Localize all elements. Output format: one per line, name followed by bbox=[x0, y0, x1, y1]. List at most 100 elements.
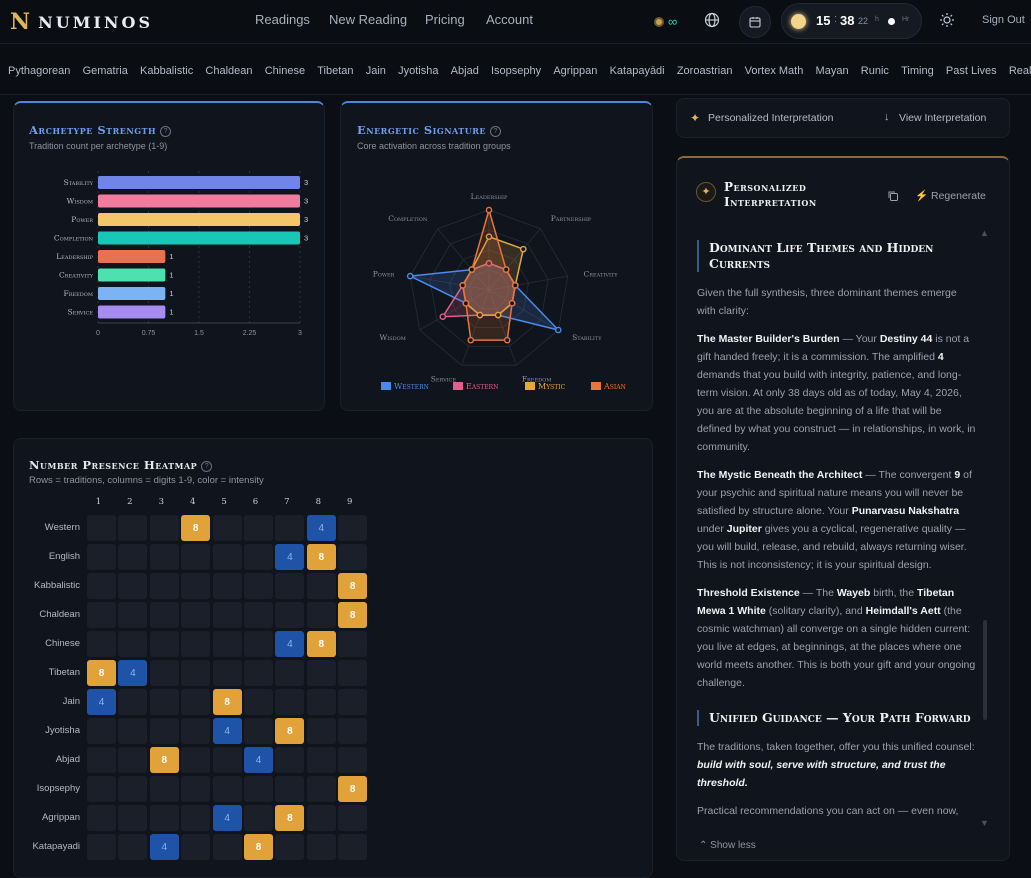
radar-point[interactable] bbox=[468, 266, 476, 273]
heatmap-cell[interactable] bbox=[181, 747, 211, 773]
heatmap-cell[interactable] bbox=[275, 834, 305, 860]
heatmap-cell[interactable] bbox=[149, 689, 179, 715]
heatmap-cell[interactable] bbox=[149, 515, 179, 541]
heatmap-cell[interactable] bbox=[149, 573, 179, 599]
heatmap-cell[interactable] bbox=[149, 602, 179, 628]
radar-point[interactable] bbox=[502, 266, 510, 273]
heatmap-cell[interactable] bbox=[275, 515, 305, 541]
tradition-tab[interactable]: Isopsephy bbox=[491, 65, 542, 77]
heatmap-cell[interactable]: 4 bbox=[275, 544, 305, 570]
heatmap-cell[interactable] bbox=[212, 602, 242, 628]
heatmap-cell[interactable] bbox=[87, 631, 116, 657]
tradition-tab[interactable]: Timing bbox=[901, 65, 934, 77]
heatmap-cell[interactable]: 4 bbox=[87, 689, 116, 715]
radar-point[interactable] bbox=[476, 311, 484, 319]
heatmap-cell[interactable]: 8 bbox=[244, 834, 273, 860]
nav-account[interactable]: Account bbox=[486, 12, 533, 27]
heatmap-cell[interactable]: 4 bbox=[306, 515, 336, 541]
heatmap-cell[interactable]: 8 bbox=[212, 689, 242, 715]
nav-pricing[interactable]: Pricing bbox=[425, 12, 465, 27]
heatmap-cell[interactable]: 8 bbox=[306, 544, 336, 570]
calendar-button[interactable] bbox=[739, 6, 771, 38]
globe-icon[interactable] bbox=[704, 12, 720, 33]
heatmap-cell[interactable]: 8 bbox=[338, 776, 368, 802]
heatmap-cell[interactable] bbox=[118, 573, 148, 599]
heatmap-cell[interactable] bbox=[149, 544, 179, 570]
tradition-tab[interactable]: Jain bbox=[365, 65, 386, 77]
heatmap-cell[interactable] bbox=[212, 573, 242, 599]
tradition-tab[interactable]: Kabbalistic bbox=[140, 65, 194, 77]
regenerate-button[interactable]: ⚡ Regenerate bbox=[915, 189, 986, 202]
archetype-bar[interactable] bbox=[98, 194, 300, 208]
archetype-bar[interactable] bbox=[98, 287, 166, 300]
heatmap-cell[interactable] bbox=[244, 515, 273, 541]
heatmap-cell[interactable]: 4 bbox=[212, 805, 242, 831]
heatmap-cell[interactable] bbox=[118, 834, 148, 860]
heatmap-cell[interactable] bbox=[181, 631, 211, 657]
heatmap-cell[interactable] bbox=[338, 718, 368, 744]
heatmap-cell[interactable] bbox=[181, 573, 211, 599]
heatmap-cell[interactable] bbox=[181, 718, 211, 744]
tradition-tab[interactable]: Pythagorean bbox=[8, 65, 71, 77]
archetype-bar[interactable] bbox=[98, 250, 166, 263]
tradition-tab[interactable]: Abjad bbox=[450, 65, 479, 77]
heatmap-cell[interactable] bbox=[212, 834, 242, 860]
tradition-tab[interactable]: Vortex Math bbox=[744, 65, 804, 77]
heatmap-cell[interactable] bbox=[87, 747, 116, 773]
heatmap-cell[interactable] bbox=[118, 805, 148, 831]
heatmap-cell[interactable] bbox=[118, 544, 148, 570]
heatmap-cell[interactable] bbox=[275, 573, 305, 599]
heatmap-cell[interactable] bbox=[338, 544, 368, 570]
heatmap-cell[interactable] bbox=[181, 805, 211, 831]
theme-sun-icon[interactable] bbox=[939, 12, 955, 33]
heatmap-cell[interactable] bbox=[275, 602, 305, 628]
tradition-tab[interactable]: Chinese bbox=[264, 65, 306, 77]
heatmap-cell[interactable] bbox=[87, 776, 116, 802]
heatmap-cell[interactable] bbox=[149, 660, 179, 686]
heatmap-cell[interactable] bbox=[306, 689, 336, 715]
heatmap-cell[interactable] bbox=[306, 660, 336, 686]
heatmap-cell[interactable] bbox=[87, 515, 116, 541]
heatmap-cell[interactable] bbox=[118, 515, 148, 541]
heatmap-cell[interactable] bbox=[181, 544, 211, 570]
heatmap-cell[interactable] bbox=[149, 631, 179, 657]
heatmap-cell[interactable] bbox=[149, 776, 179, 802]
heatmap-cell[interactable] bbox=[87, 805, 116, 831]
heatmap-cell[interactable]: 8 bbox=[338, 602, 368, 628]
radar-point[interactable] bbox=[554, 326, 562, 334]
radar-point[interactable] bbox=[485, 206, 493, 214]
heatmap-cell[interactable] bbox=[244, 718, 273, 744]
tradition-tab[interactable]: Jyotisha bbox=[398, 65, 439, 77]
brand-logo[interactable]: N NUMINOS bbox=[10, 9, 153, 35]
view-interpretation-button[interactable]: View Interpretation bbox=[899, 112, 987, 124]
radar-point[interactable] bbox=[485, 260, 493, 267]
heatmap-cell[interactable]: 4 bbox=[118, 660, 148, 686]
heatmap-cell[interactable]: 8 bbox=[275, 805, 305, 831]
scroll-down-arrow-icon[interactable]: ▼ bbox=[980, 818, 989, 828]
heatmap-cell[interactable]: 8 bbox=[338, 573, 368, 599]
heatmap-cell[interactable] bbox=[306, 834, 336, 860]
heatmap-cell[interactable] bbox=[212, 515, 242, 541]
heatmap-cell[interactable]: 4 bbox=[212, 718, 242, 744]
radar-point[interactable] bbox=[462, 300, 470, 307]
copy-icon[interactable] bbox=[887, 189, 899, 207]
heatmap-cell[interactable] bbox=[118, 631, 148, 657]
heatmap-cell[interactable] bbox=[149, 718, 179, 744]
radar-point[interactable] bbox=[406, 272, 414, 280]
archetype-bar[interactable] bbox=[98, 213, 300, 226]
heatmap-cell[interactable] bbox=[244, 689, 273, 715]
heatmap-cell[interactable] bbox=[212, 544, 242, 570]
radar-point[interactable] bbox=[459, 282, 467, 289]
archetype-bar[interactable] bbox=[98, 268, 166, 282]
heatmap-cell[interactable] bbox=[181, 660, 211, 686]
heatmap-cell[interactable] bbox=[87, 573, 116, 599]
heatmap-cell[interactable] bbox=[181, 689, 211, 715]
heatmap-cell[interactable] bbox=[244, 602, 273, 628]
heatmap-cell[interactable] bbox=[306, 776, 336, 802]
heatmap-cell[interactable] bbox=[181, 602, 211, 628]
heatmap-cell[interactable] bbox=[212, 776, 242, 802]
heatmap-cell[interactable] bbox=[275, 776, 305, 802]
heatmap-cell[interactable]: 8 bbox=[181, 515, 211, 541]
radar-point[interactable] bbox=[511, 282, 519, 289]
heatmap-cell[interactable]: 8 bbox=[87, 660, 116, 686]
